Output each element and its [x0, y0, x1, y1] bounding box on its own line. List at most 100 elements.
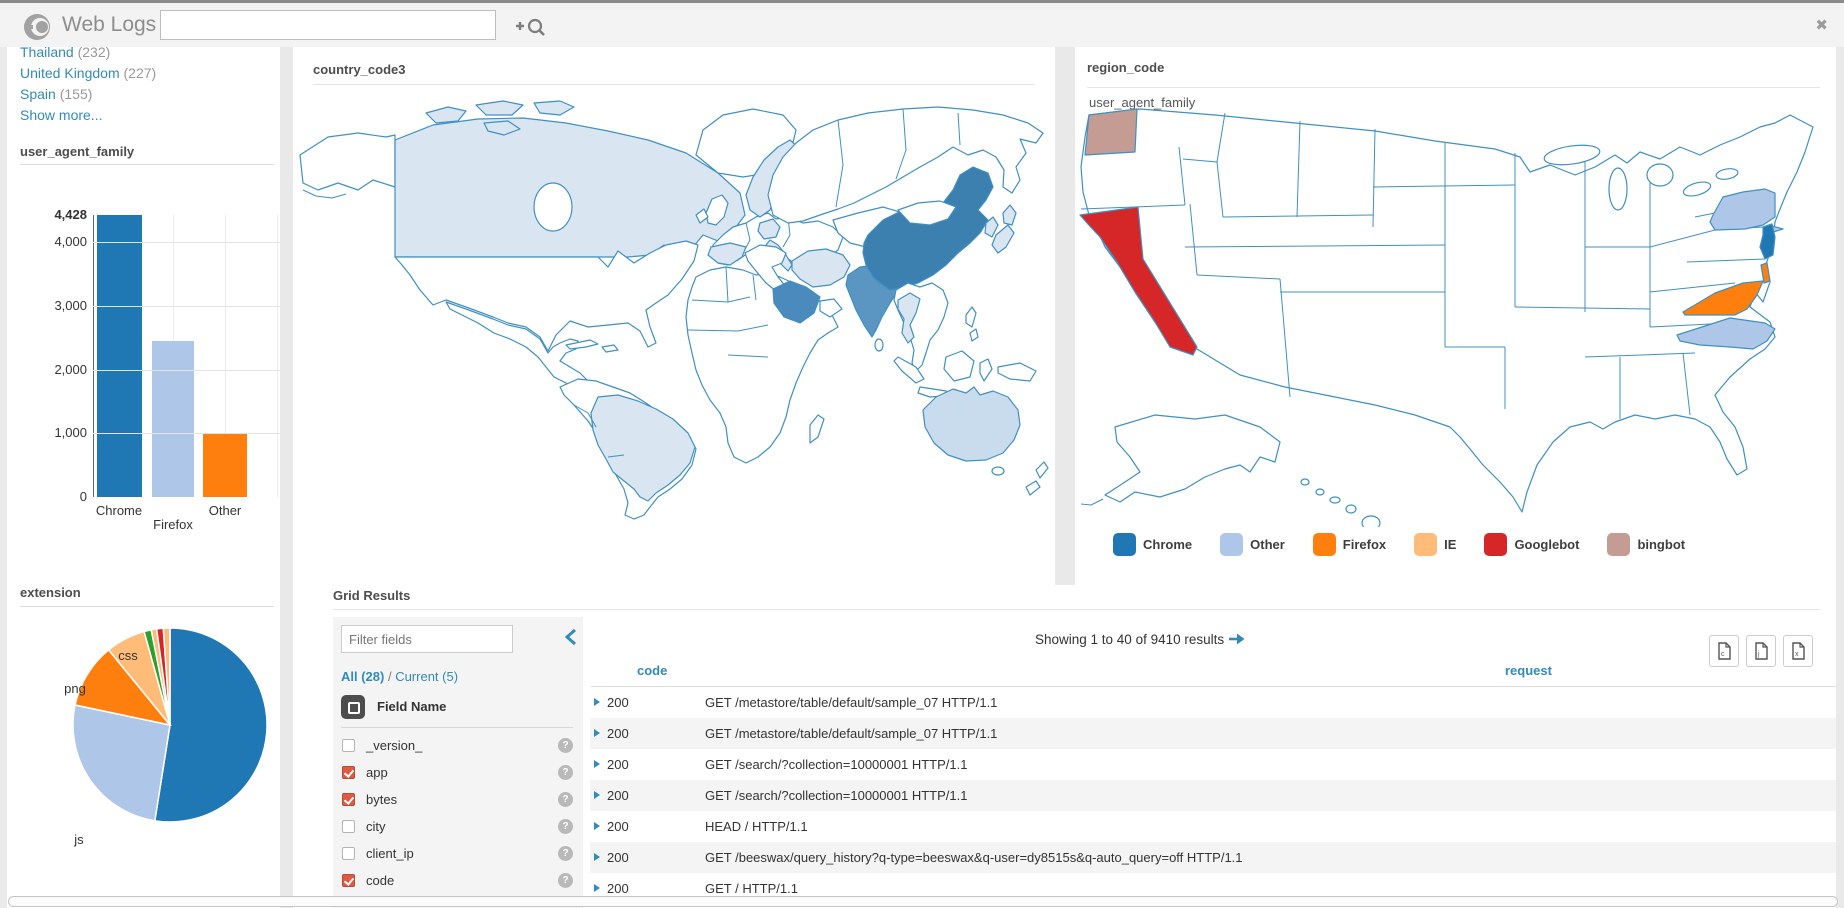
field-row-client-ip[interactable]: client_ip?: [341, 841, 575, 868]
field-row-app[interactable]: app?: [341, 760, 575, 787]
pie-slice[interactable]: [72, 704, 171, 822]
checkbox[interactable]: [342, 793, 355, 806]
column-header-request[interactable]: request: [1505, 663, 1552, 678]
expand-row-icon[interactable]: [594, 729, 600, 737]
field-row-version[interactable]: _version_?: [341, 733, 575, 760]
download-xls-button[interactable]: j: [1746, 635, 1776, 667]
pie-label-png: png: [64, 681, 86, 696]
help-icon[interactable]: ?: [558, 738, 573, 753]
pie-slice[interactable]: [74, 648, 172, 727]
help-icon[interactable]: ?: [558, 819, 573, 834]
pie-slice[interactable]: [153, 627, 268, 823]
checkbox[interactable]: [342, 766, 355, 779]
expand-row-icon[interactable]: [594, 822, 600, 830]
world-map[interactable]: [298, 95, 1050, 575]
chart-gridline: [93, 305, 280, 307]
y-tick-label: 4,000: [54, 234, 87, 250]
user-agent-family-bar-chart[interactable]: Chrome Firefox Other 4,428 4,000 3,000 2,00…: [7, 207, 280, 534]
all-fields-link[interactable]: All (28): [341, 669, 385, 684]
country-thailand: [897, 292, 921, 344]
checkbox[interactable]: [342, 847, 355, 860]
pie-slice[interactable]: [162, 627, 171, 726]
facet-item-thailand[interactable]: Thailand (232): [20, 47, 111, 60]
app-title: Web Logs: [62, 13, 157, 36]
world-map-panel: country_code3: [293, 47, 1055, 585]
legend-item-other[interactable]: Other: [1220, 533, 1285, 556]
expand-row-icon[interactable]: [594, 698, 600, 706]
sidebar-facets: Thailand (232) United Kingdom (227) Spai…: [7, 47, 280, 908]
legend-chip-googlebot: [1484, 533, 1508, 556]
field-row-city[interactable]: city?: [341, 814, 575, 841]
state-north-carolina[interactable]: [1676, 317, 1776, 350]
checkbox[interactable]: [342, 874, 355, 887]
table-row[interactable]: 200 HEAD / HTTP/1.1: [590, 811, 1836, 842]
export-buttons: c j x: [1709, 635, 1813, 667]
expand-row-icon[interactable]: [594, 760, 600, 768]
bar-chrome[interactable]: [97, 215, 142, 497]
chart-gridline: [93, 369, 280, 371]
legend-item-firefox[interactable]: Firefox: [1312, 533, 1386, 556]
chart-gridline: [93, 433, 280, 435]
show-more-link[interactable]: Show more...: [20, 107, 103, 123]
country-china: [862, 166, 994, 291]
download-csv-button[interactable]: c: [1709, 635, 1739, 667]
field-row-bytes[interactable]: bytes?: [341, 787, 575, 814]
extension-pie-chart[interactable]: [65, 620, 275, 830]
close-icon[interactable]: ✖: [1815, 17, 1828, 34]
topbar: Web Logs ✖: [0, 0, 1844, 47]
expand-row-icon[interactable]: [594, 791, 600, 799]
table-row[interactable]: 200 GET /metastore/table/default/sample_0…: [590, 687, 1836, 718]
legend-item-chrome[interactable]: Chrome: [1113, 533, 1192, 556]
table-row[interactable]: 200 GET / HTTP/1.1: [590, 873, 1836, 904]
horizontal-scrollbar[interactable]: [8, 896, 1838, 907]
help-icon[interactable]: ?: [558, 873, 573, 888]
expand-row-icon[interactable]: [594, 884, 600, 892]
us-map-title: region_code: [1087, 60, 1165, 75]
column-header-code[interactable]: code: [637, 663, 668, 678]
help-icon[interactable]: ?: [558, 792, 573, 807]
table-row[interactable]: 200 GET /search/?collection=10000001 HTTP…: [590, 749, 1836, 780]
legend-item-googlebot[interactable]: Googlebot: [1484, 533, 1579, 556]
state-washington[interactable]: [1084, 108, 1138, 156]
help-icon[interactable]: ?: [558, 765, 573, 780]
expand-row-icon[interactable]: [594, 853, 600, 861]
facet-item-spain[interactable]: Spain (155): [20, 86, 93, 102]
country-spain: [707, 242, 747, 266]
y-tick-label: 1,000: [54, 425, 87, 441]
state-new-jersey[interactable]: [1759, 223, 1776, 260]
checkbox[interactable]: [342, 739, 355, 752]
bar-firefox[interactable]: [152, 340, 194, 497]
collapse-fields-icon[interactable]: [565, 629, 577, 645]
filter-fields-input[interactable]: [341, 625, 513, 653]
hue-logo-icon[interactable]: [22, 12, 52, 42]
state-delaware[interactable]: [1760, 262, 1771, 284]
table-row[interactable]: 200 GET /search/?collection=10000001 HTTP…: [590, 780, 1836, 811]
download-xlsx-button[interactable]: x: [1783, 635, 1813, 667]
svg-text:c: c: [1721, 651, 1725, 658]
state-california[interactable]: [1079, 206, 1198, 356]
next-page-icon[interactable]: [1228, 633, 1245, 645]
help-icon[interactable]: ?: [558, 846, 573, 861]
country-saudi-arabia: [772, 280, 821, 324]
search-plus-icon[interactable]: [512, 16, 552, 40]
legend-item-bingbot[interactable]: bingbot: [1607, 533, 1685, 556]
legend-chip-chrome: [1113, 533, 1136, 556]
facet-item-united-kingdom[interactable]: United Kingdom (227): [20, 65, 157, 81]
search-input[interactable]: [160, 10, 496, 40]
checkbox[interactable]: [342, 820, 355, 833]
table-row[interactable]: 200 GET /metastore/table/default/sample_0…: [590, 718, 1836, 749]
us-states-map[interactable]: [1075, 97, 1836, 527]
us-map-panel: region_code user_agent_family: [1075, 47, 1836, 585]
table-row[interactable]: 200 GET /beeswax/query_history?q-type=bee…: [590, 842, 1836, 873]
field-row-code[interactable]: code?: [341, 868, 575, 895]
legend-item-ie[interactable]: IE: [1414, 533, 1456, 556]
fields-pane: All (28) / Current (5) Field Name _versi…: [333, 617, 583, 908]
select-all-fields-checkbox[interactable]: [341, 695, 365, 719]
chart-gridline: [277, 215, 278, 497]
y-axis: [93, 215, 94, 497]
bar-other[interactable]: [203, 433, 247, 497]
current-fields-link[interactable]: Current (5): [395, 669, 459, 684]
divider: [333, 609, 1820, 610]
state-virginia[interactable]: [1682, 280, 1764, 316]
